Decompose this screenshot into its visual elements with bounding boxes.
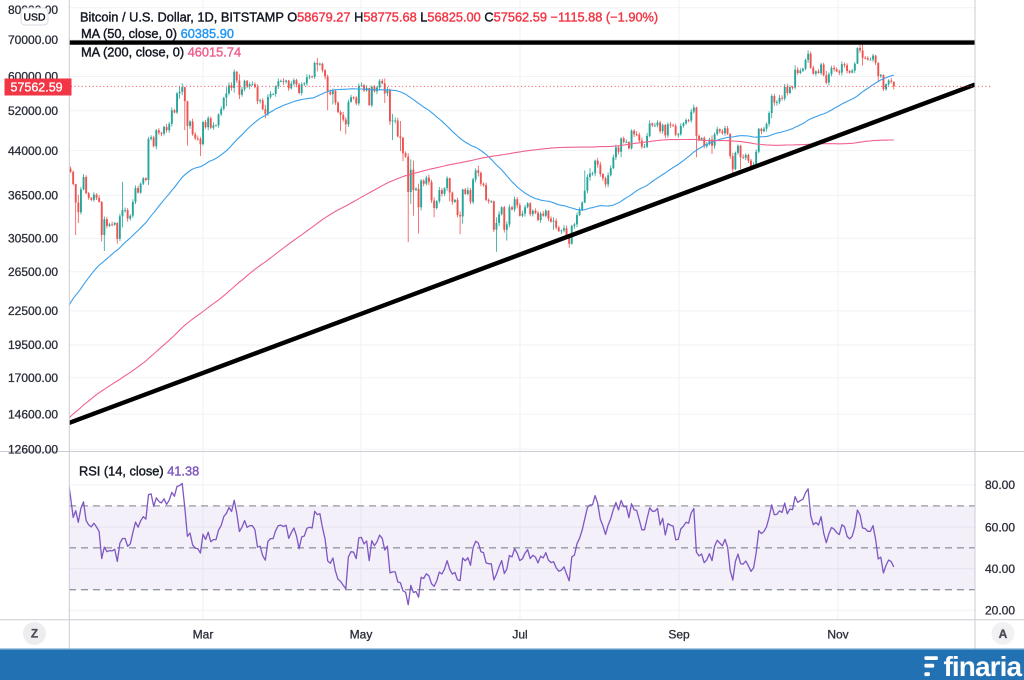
svg-text:52000.00: 52000.00	[8, 104, 58, 118]
svg-text:RSI (14, close) 41.38: RSI (14, close) 41.38	[79, 464, 199, 479]
svg-text:20.00: 20.00	[985, 604, 1015, 618]
svg-text:finaria: finaria	[944, 651, 1023, 680]
svg-text:57562.59: 57562.59	[11, 81, 63, 95]
svg-text:USD: USD	[24, 12, 46, 23]
svg-text:19500.00: 19500.00	[8, 338, 58, 352]
svg-text:26500.00: 26500.00	[8, 265, 58, 279]
svg-text:22500.00: 22500.00	[8, 304, 58, 318]
svg-text:60.00: 60.00	[985, 520, 1015, 534]
svg-text:30500.00: 30500.00	[8, 231, 58, 245]
svg-text:40.00: 40.00	[985, 562, 1015, 576]
svg-text:Nov: Nov	[827, 628, 848, 642]
svg-text:MA (200, close, 0) 46015.74: MA (200, close, 0) 46015.74	[81, 45, 241, 60]
svg-text:MA (50, close, 0) 60385.90: MA (50, close, 0) 60385.90	[81, 26, 234, 41]
svg-text:Bitcoin / U.S. Dollar, 1D, BIT: Bitcoin / U.S. Dollar, 1D, BITSTAMP O586…	[80, 10, 658, 25]
svg-text:A: A	[999, 627, 1008, 641]
svg-text:17000.00: 17000.00	[8, 371, 58, 385]
svg-text:80.00: 80.00	[985, 478, 1015, 492]
svg-text:Sep: Sep	[668, 628, 690, 642]
svg-text:44000.00: 44000.00	[8, 144, 58, 158]
svg-text:14600.00: 14600.00	[8, 407, 58, 421]
svg-text:Z: Z	[31, 629, 38, 641]
svg-text:36500.00: 36500.00	[8, 189, 58, 203]
svg-text:Mar: Mar	[193, 628, 214, 642]
svg-text:70000.00: 70000.00	[8, 33, 58, 47]
svg-text:Jul: Jul	[512, 628, 527, 642]
svg-text:May: May	[350, 628, 373, 642]
svg-text:12600.00: 12600.00	[8, 443, 58, 457]
